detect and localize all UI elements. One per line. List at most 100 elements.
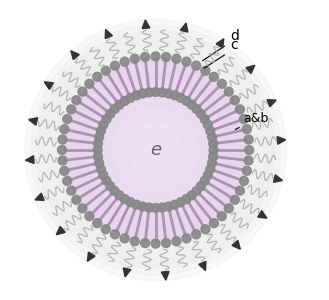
- Polygon shape: [88, 252, 95, 261]
- Circle shape: [196, 182, 205, 190]
- Polygon shape: [71, 51, 79, 60]
- Circle shape: [102, 115, 111, 124]
- Circle shape: [192, 230, 201, 239]
- Circle shape: [67, 186, 76, 195]
- Circle shape: [140, 238, 150, 247]
- Polygon shape: [232, 240, 240, 249]
- Circle shape: [151, 88, 160, 97]
- Circle shape: [129, 123, 182, 177]
- Circle shape: [187, 100, 196, 109]
- Circle shape: [151, 239, 160, 248]
- Circle shape: [78, 204, 87, 213]
- Polygon shape: [273, 175, 283, 182]
- Polygon shape: [216, 39, 224, 48]
- Circle shape: [200, 115, 209, 124]
- Circle shape: [58, 146, 66, 154]
- Polygon shape: [142, 20, 150, 28]
- Circle shape: [120, 195, 129, 203]
- Text: d: d: [230, 29, 239, 43]
- Circle shape: [140, 52, 150, 62]
- Circle shape: [72, 195, 81, 204]
- Circle shape: [63, 58, 248, 242]
- Circle shape: [182, 57, 191, 66]
- Circle shape: [240, 176, 248, 185]
- Circle shape: [217, 79, 226, 88]
- Circle shape: [58, 156, 67, 165]
- Circle shape: [72, 96, 81, 105]
- Circle shape: [111, 230, 119, 239]
- Circle shape: [182, 195, 191, 203]
- Polygon shape: [44, 82, 53, 89]
- Circle shape: [101, 66, 110, 75]
- Circle shape: [200, 176, 209, 185]
- Circle shape: [192, 61, 201, 70]
- Polygon shape: [199, 261, 206, 271]
- Circle shape: [244, 135, 253, 144]
- Circle shape: [192, 105, 201, 113]
- Circle shape: [99, 171, 108, 180]
- Circle shape: [101, 225, 110, 234]
- Circle shape: [230, 195, 239, 204]
- Circle shape: [85, 212, 94, 221]
- Circle shape: [209, 152, 218, 161]
- Circle shape: [106, 182, 115, 190]
- Circle shape: [203, 171, 212, 180]
- Circle shape: [206, 165, 215, 174]
- Circle shape: [145, 203, 154, 212]
- Circle shape: [245, 146, 254, 154]
- Circle shape: [201, 225, 210, 234]
- Circle shape: [110, 105, 119, 113]
- Circle shape: [164, 89, 173, 98]
- Polygon shape: [246, 65, 255, 74]
- Circle shape: [196, 110, 205, 118]
- Circle shape: [87, 82, 224, 218]
- Circle shape: [236, 105, 244, 114]
- Circle shape: [130, 54, 139, 63]
- Polygon shape: [56, 226, 65, 235]
- Circle shape: [145, 88, 154, 97]
- Circle shape: [192, 187, 201, 195]
- Circle shape: [93, 72, 102, 81]
- Circle shape: [151, 52, 160, 61]
- Circle shape: [120, 234, 129, 243]
- Circle shape: [60, 167, 69, 175]
- Circle shape: [176, 93, 185, 102]
- Polygon shape: [35, 193, 44, 200]
- Circle shape: [96, 165, 105, 174]
- Polygon shape: [123, 268, 131, 277]
- Circle shape: [78, 87, 87, 96]
- Circle shape: [172, 237, 181, 246]
- Circle shape: [126, 198, 135, 207]
- Circle shape: [110, 187, 119, 195]
- Polygon shape: [161, 272, 169, 280]
- Circle shape: [114, 108, 197, 192]
- Text: a&b: a&b: [243, 112, 269, 125]
- Circle shape: [206, 126, 215, 135]
- Circle shape: [230, 96, 239, 105]
- Circle shape: [162, 52, 170, 62]
- Circle shape: [203, 120, 212, 129]
- Polygon shape: [26, 156, 34, 164]
- Circle shape: [162, 238, 170, 247]
- Circle shape: [138, 202, 147, 211]
- Circle shape: [115, 191, 124, 200]
- Circle shape: [111, 61, 119, 70]
- Circle shape: [187, 191, 196, 200]
- Circle shape: [240, 115, 248, 124]
- Polygon shape: [180, 23, 188, 32]
- Circle shape: [93, 219, 102, 228]
- Circle shape: [63, 115, 72, 124]
- Text: e: e: [150, 141, 161, 159]
- Circle shape: [182, 234, 191, 243]
- Polygon shape: [29, 118, 38, 125]
- Circle shape: [209, 139, 218, 148]
- Circle shape: [99, 120, 108, 129]
- Circle shape: [96, 126, 105, 135]
- Circle shape: [151, 203, 160, 212]
- Circle shape: [132, 200, 141, 209]
- Polygon shape: [267, 100, 276, 107]
- Circle shape: [60, 125, 69, 134]
- Circle shape: [65, 59, 246, 241]
- Circle shape: [138, 89, 147, 98]
- Circle shape: [106, 110, 115, 118]
